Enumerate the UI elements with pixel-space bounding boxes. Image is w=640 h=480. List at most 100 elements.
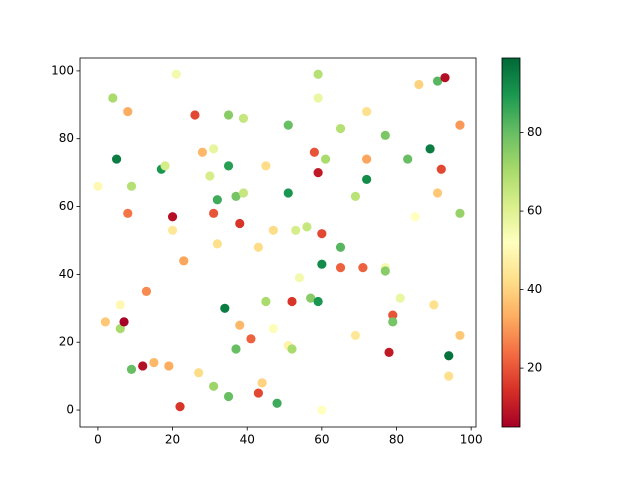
- point: [350, 330, 361, 341]
- colorbar-tick-label: 80: [527, 125, 542, 139]
- colorbar-tick-label: 20: [527, 361, 542, 375]
- point: [108, 93, 118, 103]
- point: [380, 266, 390, 276]
- point: [246, 334, 256, 344]
- point: [384, 347, 394, 357]
- point: [171, 69, 181, 79]
- point: [235, 218, 245, 229]
- point: [362, 174, 372, 185]
- point: [126, 181, 137, 191]
- colorbar-frame: [501, 57, 521, 428]
- point: [287, 344, 297, 354]
- point: [223, 391, 234, 402]
- point: [291, 225, 301, 235]
- point: [436, 164, 446, 174]
- colorbar: [502, 58, 520, 427]
- point: [317, 405, 327, 415]
- point: [209, 144, 219, 154]
- point: [138, 361, 148, 371]
- point: [425, 144, 435, 154]
- point: [302, 222, 312, 232]
- point: [335, 262, 346, 273]
- point: [313, 168, 323, 178]
- point: [223, 110, 234, 120]
- point: [313, 296, 323, 307]
- point: [335, 123, 346, 134]
- point: [231, 344, 241, 354]
- y-tick-label: 100: [51, 63, 74, 77]
- point: [380, 130, 390, 140]
- x-tick-label: 20: [165, 433, 180, 447]
- point: [317, 229, 327, 239]
- point: [432, 188, 443, 198]
- point: [209, 381, 219, 391]
- colorbar-tick-label: 60: [527, 204, 542, 218]
- x-tick-label: 40: [240, 433, 255, 447]
- colorbar-tick-label: 40: [527, 282, 542, 296]
- point: [320, 154, 331, 164]
- point: [358, 262, 368, 273]
- point: [197, 147, 208, 157]
- point: [350, 191, 361, 201]
- point: [123, 208, 133, 218]
- point: [455, 208, 465, 218]
- point: [111, 154, 122, 164]
- point: [317, 259, 327, 269]
- point: [235, 320, 245, 330]
- point: [432, 76, 443, 86]
- point: [93, 181, 103, 191]
- point: [313, 69, 323, 79]
- point: [362, 106, 372, 117]
- point: [141, 286, 152, 296]
- point: [231, 191, 241, 201]
- point: [115, 324, 125, 334]
- point: [257, 378, 267, 388]
- point: [287, 296, 297, 307]
- point: [444, 351, 454, 361]
- point: [212, 239, 222, 249]
- y-tick-label: 40: [59, 267, 74, 281]
- point: [414, 79, 424, 90]
- point: [164, 361, 174, 371]
- point: [388, 317, 398, 327]
- point: [429, 300, 439, 310]
- point: [123, 106, 133, 117]
- point: [309, 147, 319, 157]
- axes-frame: [79, 57, 477, 428]
- point: [223, 161, 234, 171]
- point: [268, 324, 278, 334]
- x-tick-label: 0: [94, 433, 102, 447]
- point: [115, 300, 125, 310]
- point: [149, 357, 159, 368]
- point: [119, 317, 129, 327]
- point: [190, 110, 200, 120]
- point: [238, 188, 249, 198]
- point: [160, 161, 170, 171]
- point: [395, 293, 405, 303]
- point: [238, 113, 249, 123]
- point: [175, 402, 185, 412]
- point: [268, 225, 278, 235]
- point: [205, 171, 215, 181]
- point: [455, 120, 465, 130]
- point: [362, 154, 372, 164]
- point: [444, 371, 454, 381]
- point: [455, 330, 465, 341]
- point: [283, 188, 293, 198]
- x-tick-label: 60: [314, 433, 329, 447]
- point: [335, 242, 346, 252]
- x-tick-label: 80: [389, 433, 404, 447]
- x-tick-label: 100: [460, 433, 483, 447]
- point: [167, 212, 178, 222]
- y-tick-label: 0: [66, 403, 74, 417]
- point: [194, 368, 204, 378]
- point: [126, 364, 137, 374]
- point: [212, 195, 222, 205]
- point: [440, 73, 450, 83]
- point: [283, 120, 293, 130]
- point: [272, 398, 282, 408]
- point: [220, 303, 230, 313]
- point: [100, 317, 110, 327]
- point: [313, 93, 323, 103]
